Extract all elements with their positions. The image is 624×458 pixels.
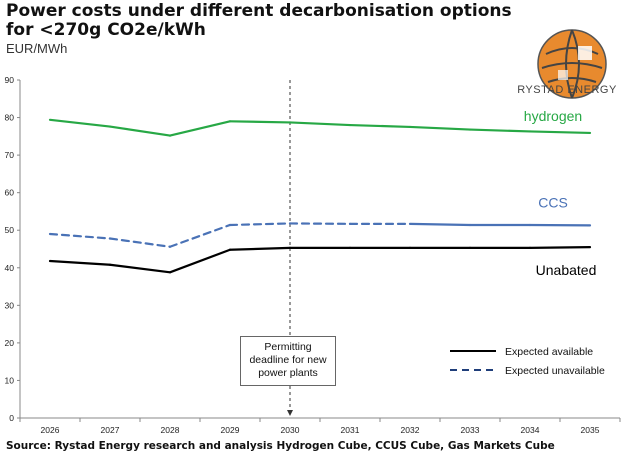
unabated-line-segment xyxy=(108,263,172,274)
x-tick-label: 2029 xyxy=(221,425,240,435)
permitting-deadline-callout: Permitting deadline for new power plants xyxy=(240,336,336,386)
y-tick-label: 60 xyxy=(5,188,15,198)
unit-label: EUR/MWh xyxy=(6,41,68,56)
y-tick-label: 40 xyxy=(5,263,15,273)
chart-series xyxy=(48,118,592,274)
deadline-arrowhead xyxy=(287,410,293,416)
y-tick-label: 20 xyxy=(5,338,15,348)
unabated-line-segment xyxy=(528,246,592,249)
callout-line-3: power plants xyxy=(258,367,318,379)
unabated-series-label: Unabated xyxy=(536,262,597,278)
ccs-line-segment xyxy=(48,232,112,240)
hydrogen-line-segment xyxy=(168,120,232,137)
hydrogen-line-segment xyxy=(48,118,112,128)
legend-solid-label: Expected available xyxy=(505,346,593,358)
rystad-globe-logo-icon xyxy=(537,29,607,99)
ccs-line-segment xyxy=(108,237,172,248)
series-labels: hydrogen CCS Unabated xyxy=(524,108,597,278)
ccs-line-segment xyxy=(408,222,472,227)
y-tick-label: 30 xyxy=(5,300,15,310)
hydrogen-line-segment xyxy=(228,120,292,124)
hydrogen-line-segment xyxy=(528,130,592,135)
callout-line-1: Permitting xyxy=(264,341,312,353)
hydrogen-line-segment xyxy=(348,123,412,129)
x-tick-label: 2028 xyxy=(161,425,180,435)
unabated-line-segment xyxy=(48,259,112,266)
chart-title: Power costs under different decarbonisat… xyxy=(6,1,512,40)
hydrogen-line-segment xyxy=(108,125,172,137)
y-tick-label: 10 xyxy=(5,375,15,385)
ccs-line-segment xyxy=(168,223,232,248)
x-tick-label: 2030 xyxy=(281,425,300,435)
callout-line-2: deadline for new xyxy=(249,354,327,366)
y-tick-label: 0 xyxy=(9,413,14,423)
ccs-line-segment xyxy=(228,222,292,227)
x-tick-label: 2027 xyxy=(101,425,120,435)
hydrogen-line-segment xyxy=(408,125,472,131)
unabated-line-segment xyxy=(228,246,292,251)
x-tick-label: 2034 xyxy=(521,425,540,435)
y-tick-label: 70 xyxy=(5,150,15,160)
brand-name: RYSTAD ENERGY xyxy=(517,84,617,96)
hydrogen-line-segment xyxy=(468,128,532,133)
y-tick-label: 90 xyxy=(5,75,15,85)
hydrogen-series-label: hydrogen xyxy=(524,108,582,124)
unabated-line-segment xyxy=(168,248,232,274)
chart-legend: Expected available Expected unavailable xyxy=(450,346,605,377)
x-tick-label: 2032 xyxy=(401,425,420,435)
legend-dashed-label: Expected unavailable xyxy=(505,365,605,377)
source-note: Source: Rystad Energy research and analy… xyxy=(6,440,555,452)
y-tick-label: 80 xyxy=(5,113,15,123)
x-tick-label: 2033 xyxy=(461,425,480,435)
x-tick-label: 2026 xyxy=(41,425,60,435)
x-tick-label: 2031 xyxy=(341,425,360,435)
ccs-series-label: CCS xyxy=(538,194,568,210)
hydrogen-line-segment xyxy=(288,121,352,127)
y-tick-label: 50 xyxy=(5,225,15,235)
x-tick-label: 2035 xyxy=(581,425,600,435)
